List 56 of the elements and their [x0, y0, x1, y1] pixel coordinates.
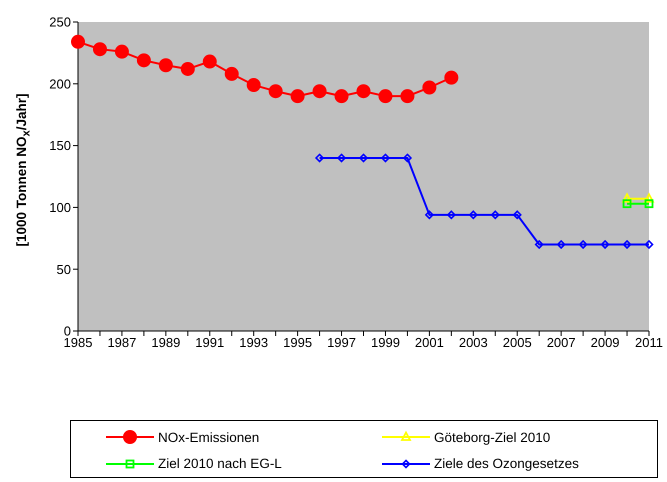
- point: [312, 84, 327, 98]
- point: [71, 34, 85, 49]
- point: [92, 42, 107, 56]
- x-tick-label: 2003: [458, 335, 488, 350]
- y-tick-label: 100: [49, 200, 71, 216]
- point: [337, 154, 346, 162]
- point: [246, 78, 261, 92]
- x-tick-label: 2005: [502, 335, 532, 350]
- y-tick-label: 250: [49, 14, 71, 30]
- point: [180, 62, 195, 76]
- point: [512, 210, 522, 220]
- legend-label: Ziel 2010 nach EG-L: [158, 456, 282, 471]
- x-tick-label: 1987: [107, 335, 136, 350]
- point: [356, 84, 370, 98]
- legend-label: Göteborg-Ziel 2010: [434, 430, 550, 444]
- x-tick-label: 2001: [414, 335, 444, 350]
- point: [378, 89, 392, 104]
- point: [534, 240, 544, 249]
- point: [600, 240, 610, 249]
- point: [359, 154, 368, 162]
- point: [224, 66, 239, 81]
- x-tick-label: 1989: [151, 335, 180, 350]
- point: [315, 154, 324, 162]
- point: [425, 210, 434, 220]
- y-tick-label: 50: [56, 262, 71, 277]
- point: [202, 54, 217, 69]
- point: [158, 58, 173, 72]
- point: [136, 53, 151, 68]
- point: [400, 89, 414, 104]
- x-tick-label: 2009: [590, 335, 620, 350]
- point: [644, 240, 654, 249]
- y-tick-label: 150: [49, 138, 71, 154]
- x-tick-label: 1999: [371, 335, 400, 350]
- y-tick-label: 200: [49, 76, 71, 92]
- point: [447, 210, 456, 220]
- point: [622, 240, 632, 249]
- point: [334, 89, 349, 104]
- point: [290, 89, 305, 104]
- point: [268, 84, 283, 98]
- point: [490, 210, 500, 220]
- point: [556, 240, 566, 249]
- x-tick-label: 2007: [546, 335, 576, 350]
- point: [422, 80, 436, 95]
- x-tick-label: 1993: [239, 335, 268, 350]
- x-tick-label: 1995: [283, 335, 312, 350]
- point: [444, 70, 458, 85]
- point: [578, 240, 588, 249]
- point: [403, 154, 412, 162]
- x-tick-label: 1997: [327, 335, 356, 350]
- legend-label: NOx-Emissionen: [158, 430, 260, 444]
- legend-label: Ziele des Ozongesetzes: [434, 456, 579, 471]
- x-tick-label: 2011: [635, 335, 663, 350]
- x-tick-label: 1991: [195, 335, 224, 350]
- point: [381, 154, 390, 162]
- point: [469, 210, 478, 220]
- point: [114, 44, 129, 59]
